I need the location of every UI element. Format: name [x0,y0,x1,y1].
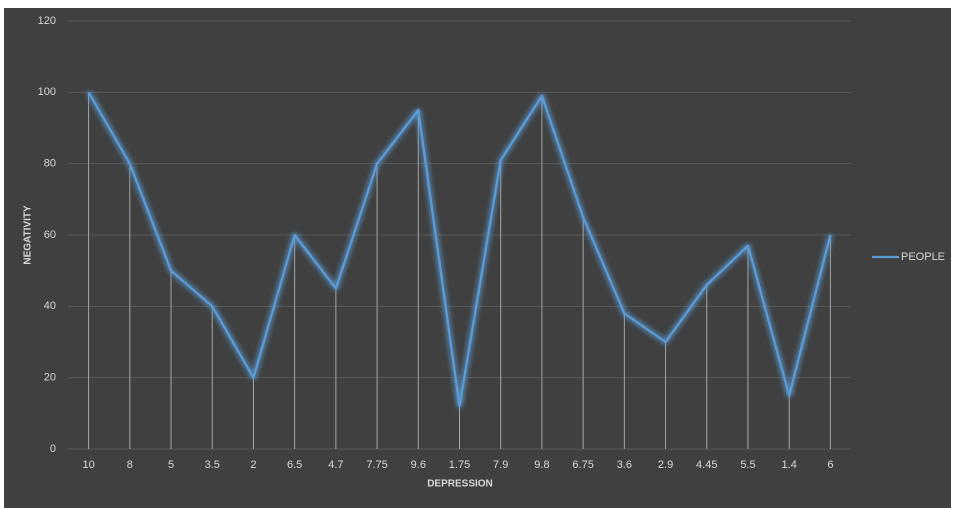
y-tick-label: 100 [38,86,56,98]
x-tick-label: 1.75 [449,459,470,471]
x-tick-label: 8 [127,459,133,471]
y-tick-label: 40 [44,300,56,312]
x-tick-label: 2.9 [658,459,673,471]
x-tick-label: 4.45 [696,459,717,471]
x-tick-label: 7.75 [366,459,387,471]
legend-label: PEOPLE [901,251,945,263]
x-axis-title: DEPRESSION [427,479,493,490]
y-tick-label: 0 [50,443,56,455]
x-tick-label: 6 [827,459,833,471]
x-tick-label: 6.5 [287,459,302,471]
x-tick-label: 7.9 [493,459,508,471]
x-tick-label: 5 [168,459,174,471]
x-tick-label: 3.6 [617,459,632,471]
y-tick-label: 80 [44,158,56,170]
chart-background [4,8,951,508]
x-tick-label: 5.5 [740,459,755,471]
x-tick-label: 3.5 [205,459,220,471]
data-line [87,91,832,408]
x-tick-label: 2 [250,459,256,471]
x-tick-label: 9.8 [534,459,549,471]
x-tick-label: 9.6 [411,459,426,471]
x-tick-label: 6.75 [572,459,593,471]
x-tick-label: 10 [82,459,94,471]
x-tick-label: 1.4 [782,459,797,471]
y-axis-title: NEGATIVITY [23,205,34,265]
x-tick-label: 4.7 [328,459,343,471]
y-tick-label: 120 [38,15,56,27]
y-tick-label: 20 [44,372,56,384]
y-tick-label: 60 [44,229,56,241]
